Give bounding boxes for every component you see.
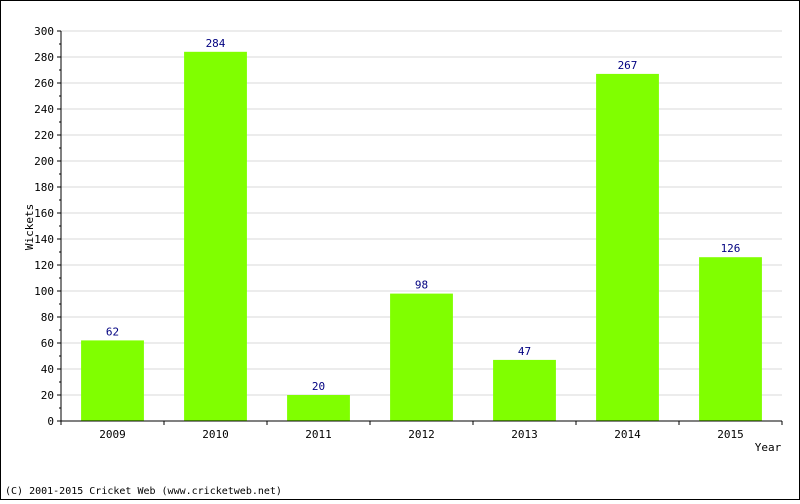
y-axis-label: Wickets xyxy=(23,204,36,250)
y-tick-label: 80 xyxy=(41,311,54,324)
bar-2015 xyxy=(699,257,762,421)
bar-2009 xyxy=(81,340,144,421)
x-axis-label: Year xyxy=(755,441,782,454)
bar-2014 xyxy=(596,73,659,422)
y-tick-label: 0 xyxy=(47,415,54,428)
data-label-2014: 267 xyxy=(618,59,638,72)
y-tick-label: 160 xyxy=(34,207,54,220)
y-tick-label: 60 xyxy=(41,337,54,350)
y-tick-label: 220 xyxy=(34,129,54,142)
data-label-2015: 126 xyxy=(721,242,741,255)
y-tick-label: 120 xyxy=(34,259,54,272)
data-label-2009: 62 xyxy=(106,325,119,338)
x-tick-label-2010: 2010 xyxy=(202,428,229,441)
bars: 62 284 20 98 47 267 126 xyxy=(81,37,762,422)
x-tick-label-2009: 2009 xyxy=(99,428,126,441)
data-label-2013: 47 xyxy=(518,345,531,358)
y-tick-label: 300 xyxy=(34,25,54,38)
copyright-text: (C) 2001-2015 Cricket Web (www.cricketwe… xyxy=(5,486,282,497)
bar-2012 xyxy=(390,293,453,421)
y-tick-label: 180 xyxy=(34,181,54,194)
bar-2013 xyxy=(493,359,556,421)
y-tick-label: 240 xyxy=(34,103,54,116)
x-tick-label-2015: 2015 xyxy=(717,428,744,441)
y-tick-label: 100 xyxy=(34,285,54,298)
x-axis-ticks: 2009 2010 2011 2012 2013 2014 2015 xyxy=(60,421,783,441)
y-tick-label: 280 xyxy=(34,51,54,64)
data-label-2011: 20 xyxy=(312,380,325,393)
y-tick-label: 140 xyxy=(34,233,54,246)
x-tick-label-2012: 2012 xyxy=(408,428,435,441)
bar-2011 xyxy=(287,395,350,421)
y-tick-label: 260 xyxy=(34,77,54,90)
y-tick-label: 200 xyxy=(34,155,54,168)
x-tick-label-2013: 2013 xyxy=(511,428,538,441)
gridlines xyxy=(61,30,782,396)
x-tick-label-2011: 2011 xyxy=(305,428,332,441)
y-tick-label: 20 xyxy=(41,389,54,402)
bar-2010 xyxy=(184,51,247,422)
x-tick-label-2014: 2014 xyxy=(614,428,641,441)
y-axis-ticks: 0 20 40 60 80 100 120 140 160 180 200 220 240 260 280 3… xyxy=(34,25,61,428)
y-tick-label: 40 xyxy=(41,363,54,376)
data-label-2012: 98 xyxy=(415,279,428,292)
data-label-2010: 284 xyxy=(206,37,226,50)
